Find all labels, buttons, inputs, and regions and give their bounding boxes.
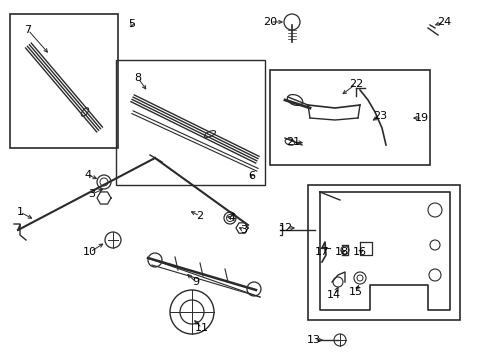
Bar: [10, 14, 118, 148]
Text: 18: 18: [335, 247, 349, 257]
Text: 6: 6: [248, 171, 255, 181]
Text: 17: 17: [315, 247, 329, 257]
Bar: [270, 70, 430, 165]
Text: 2: 2: [196, 211, 203, 221]
Bar: [308, 185, 460, 320]
Text: 21: 21: [286, 137, 300, 147]
Bar: [116, 60, 265, 185]
Text: 8: 8: [134, 73, 142, 83]
Text: 22: 22: [349, 79, 363, 89]
Text: 15: 15: [349, 287, 363, 297]
Text: 19: 19: [415, 113, 429, 123]
Text: 9: 9: [193, 277, 199, 287]
Text: 5: 5: [128, 19, 136, 29]
Text: 7: 7: [24, 25, 31, 35]
Text: 3: 3: [89, 189, 96, 199]
Text: 13: 13: [307, 335, 321, 345]
Text: 23: 23: [373, 111, 387, 121]
Text: 16: 16: [353, 247, 367, 257]
Text: 12: 12: [279, 223, 293, 233]
Text: 10: 10: [83, 247, 97, 257]
Text: 11: 11: [195, 323, 209, 333]
Text: 3: 3: [241, 225, 247, 235]
Text: 24: 24: [437, 17, 451, 27]
Text: 20: 20: [263, 17, 277, 27]
Text: 1: 1: [17, 207, 24, 217]
Text: 4: 4: [84, 170, 92, 180]
Text: 4: 4: [228, 213, 236, 223]
Text: 14: 14: [327, 290, 341, 300]
